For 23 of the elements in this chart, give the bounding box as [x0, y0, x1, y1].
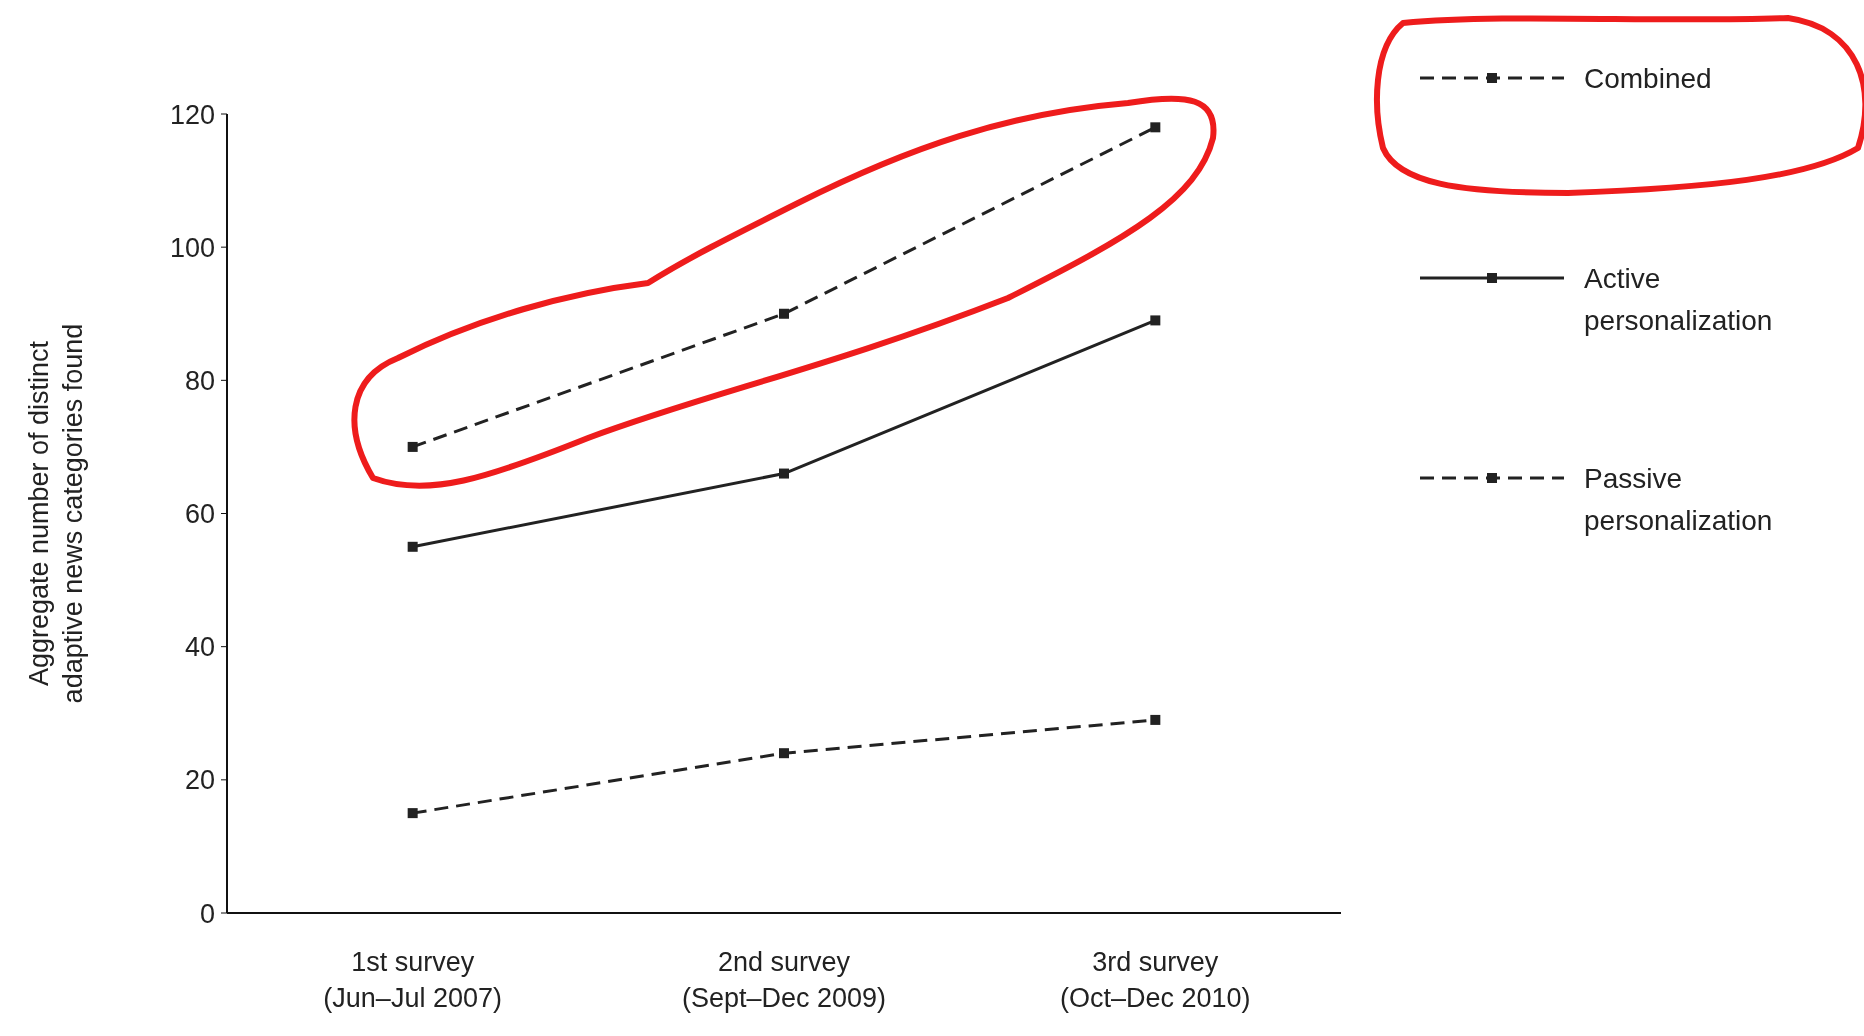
point — [779, 308, 789, 319]
x-tick-label: 3rd survey (Oct–Dec 2010) — [1060, 947, 1251, 1013]
y-tick-label: 40 — [184, 632, 215, 663]
point — [407, 541, 418, 552]
point — [779, 748, 789, 759]
point — [1150, 315, 1161, 326]
text: Combined — [1584, 62, 1713, 96]
y-tick-label: 100 — [169, 232, 215, 263]
y-tick-label: 0 — [199, 898, 215, 929]
point — [1150, 714, 1161, 725]
y-tick-label: 20 — [184, 765, 215, 796]
y-tick-label: 120 — [169, 99, 215, 130]
point — [407, 808, 418, 819]
x-tick-label: 1st survey (Jun–Jul 2007) — [323, 947, 502, 1013]
point — [1150, 122, 1161, 133]
point — [779, 468, 789, 479]
point — [407, 441, 418, 452]
x-tick-label: 2nd survey (Sept–Dec 2009) — [681, 947, 887, 1013]
text: Passive personalization — [1584, 462, 1774, 538]
y-tick-label: 80 — [184, 365, 215, 396]
text: Active personalization — [1584, 262, 1774, 338]
y-axis-title: Aggregate number of distinct adaptive news categories found — [24, 323, 88, 704]
y-tick-label: 60 — [184, 499, 215, 530]
